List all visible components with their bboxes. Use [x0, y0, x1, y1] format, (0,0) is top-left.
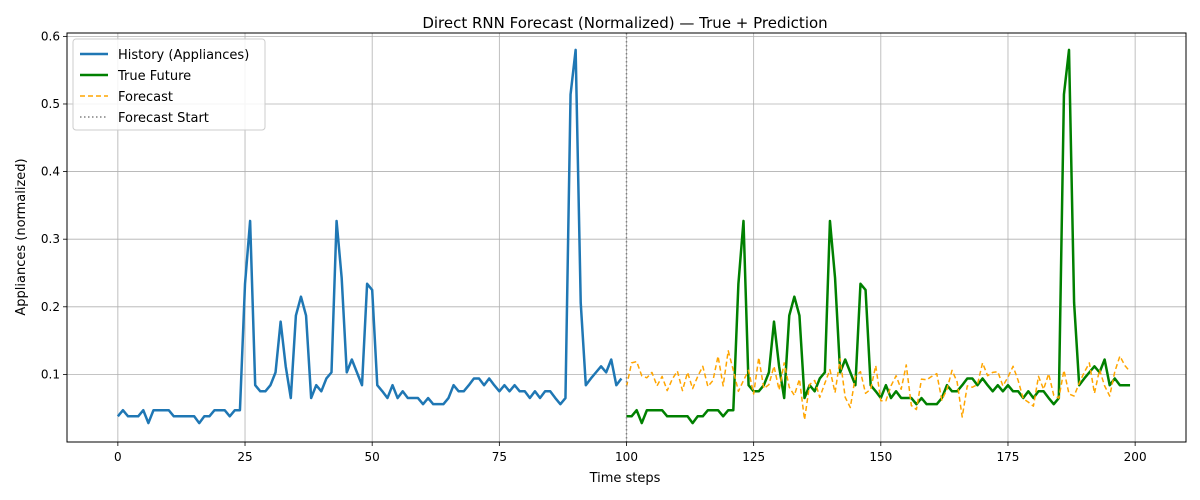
- legend-label-forecast-start: Forecast Start: [118, 111, 209, 126]
- x-tick-label: 75: [492, 450, 507, 464]
- x-tick-label: 125: [742, 450, 765, 464]
- forecast-line: [625, 349, 1131, 421]
- series-layer: [116, 33, 1131, 442]
- legend-box: [72, 38, 266, 131]
- x-tick-label: 100: [615, 450, 638, 464]
- y-tick-label: 0.6: [41, 29, 60, 43]
- true-future-line: [626, 48, 1131, 425]
- x-tick-label: 175: [997, 450, 1020, 464]
- y-tick-label: 0.2: [41, 300, 60, 314]
- y-tick-label: 0.4: [41, 165, 60, 179]
- x-tick-label: 25: [237, 450, 252, 464]
- x-tick-label: 200: [1124, 450, 1147, 464]
- y-tick-label: 0.5: [41, 97, 60, 111]
- y-axis-ticks: 0.1 0.2 0.3 0.4 0.5 0.6: [41, 29, 67, 381]
- y-tick-label: 0.1: [41, 367, 60, 381]
- x-axis-ticks: 0 25 50 75 100 125 150 175 200: [114, 442, 1147, 464]
- x-tick-label: 150: [869, 450, 892, 464]
- legend-label-true-future: True Future: [117, 69, 191, 84]
- x-axis-label: Time steps: [589, 471, 661, 486]
- y-axis-label: Appliances (normalized): [14, 158, 29, 315]
- chart-title: Direct RNN Forecast (Normalized) — True …: [422, 14, 827, 32]
- legend-label-history: History (Appliances): [118, 48, 249, 63]
- x-tick-label: 0: [114, 450, 122, 464]
- history-line: [116, 48, 623, 425]
- x-tick-label: 50: [365, 450, 380, 464]
- y-tick-label: 0.3: [41, 232, 60, 246]
- legend-label-forecast: Forecast: [118, 90, 173, 105]
- legend: History (Appliances) True Future Forecas…: [72, 38, 266, 131]
